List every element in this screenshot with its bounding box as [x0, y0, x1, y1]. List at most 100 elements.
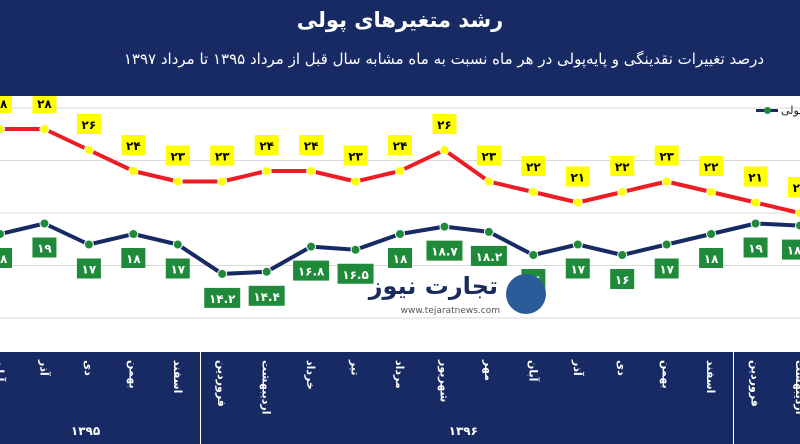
base-money-label-box — [248, 285, 285, 306]
liquidity-point — [172, 176, 183, 187]
x-tick-label: اردیبهشت — [259, 360, 273, 415]
liquidity-label-box — [388, 135, 412, 155]
line-chart: ۲۸ ۲۸ ۲۶ ۲۴ ۲۳ ۲۳ ۲۴ ۲۴ ۲۳ ۲۴ ۲۶ ۲۳ ۲۲ ۲۱ ۲۲ ۲۳ ۲۲ ۲۱ ۲۰ ۱۸… — [0, 96, 800, 319]
liquidity-data-label: ۲۴ — [259, 139, 274, 153]
base-money-point — [706, 229, 717, 239]
liquidity-label-box — [254, 135, 279, 155]
x-axis-band: آبان آذر دی بهمن اسفند ۱۳۹۵ فروردین اردیبهشت خرد… — [0, 352, 800, 444]
liquidity-label-box — [0, 96, 12, 113]
liquidity-label-box — [699, 156, 724, 176]
liquidity-point — [795, 208, 800, 218]
liquidity-data-label: ۲۶ — [437, 118, 452, 132]
liquidity-point — [439, 145, 450, 155]
x-tick-label: آذر — [570, 360, 584, 376]
liquidity-data-label: ۲۳ — [348, 150, 363, 164]
base-money-point — [217, 268, 228, 279]
base-money-data-label: ۱۴.۲ — [209, 292, 236, 306]
x-tick-label: اسفند — [170, 360, 184, 394]
liquidity-data-label: ۲۱ — [748, 171, 763, 185]
base-money-label-box — [426, 240, 463, 261]
base-money-data-label: ۱۸ — [704, 252, 719, 266]
liquidity-label-box — [165, 145, 190, 166]
liquidity-data-label: ۲۶ — [82, 118, 97, 132]
liquidity-label-box — [565, 166, 590, 187]
base-money-label-box — [388, 248, 412, 268]
liquidity-point — [261, 166, 272, 176]
base-money-data-label: ۱۶.۵ — [342, 268, 369, 282]
liquidity-label-box — [654, 145, 679, 166]
base-money-point — [306, 241, 317, 252]
base-money-data-label: ۱۷ — [570, 263, 585, 277]
base-money-point — [661, 239, 672, 250]
chart-header: رشد متغیرهای پولی درصد تغییرات نقدینگی و… — [0, 0, 800, 96]
x-tick-label: فروردین — [215, 360, 229, 407]
liquidity-point — [39, 124, 50, 134]
year-label: ۱۳۹۵ — [70, 424, 101, 438]
liquidity-label-box — [32, 96, 57, 113]
base-money-point — [128, 229, 139, 239]
base-money-label-box — [699, 248, 724, 268]
base-money-label-box — [121, 248, 146, 268]
base-money-data-label: ۱۸ — [0, 252, 8, 266]
base-money-data-label: ۱۸.۸ — [787, 244, 800, 258]
x-tick-label: فروردین — [748, 360, 762, 407]
liquidity-data-label: ۲۳ — [482, 150, 497, 164]
chart-subtitle: درصد تغییرات نقدینگی و پایه‌پولی در هر م… — [123, 50, 764, 68]
liquidity-point — [217, 176, 228, 187]
base-money-data-label: ۱۸ — [393, 252, 408, 266]
year-label: ۱۳۹۶ — [448, 424, 478, 438]
legend: پولی — [756, 104, 800, 117]
base-money-point — [439, 221, 450, 232]
liquidity-data-label: ۲۳ — [659, 150, 674, 164]
base-money-point — [261, 266, 272, 277]
base-money-point — [83, 239, 94, 250]
liquidity-data-label: ۲۲ — [615, 160, 630, 174]
liquidity-label-box — [432, 114, 457, 134]
liquidity-label-box — [521, 156, 546, 176]
legend-label: پولی — [781, 104, 800, 117]
base-money-label-box — [654, 258, 679, 279]
base-money-data-label: ۱۸ — [126, 252, 141, 266]
x-tick-label: دی — [81, 360, 95, 376]
base-money-data-label: ۱۴.۴ — [253, 290, 280, 304]
base-money-data-label: ۱۹ — [37, 242, 52, 256]
watermark-url: www.tejaratnews.com — [400, 306, 500, 316]
base-money-point — [39, 218, 50, 229]
base-money-point — [528, 250, 539, 260]
chart-title: رشد متغیرهای پولی — [296, 8, 504, 32]
base-money-point — [395, 229, 405, 239]
base-money-label-box — [76, 258, 101, 279]
x-tick-label: بهمن — [659, 360, 673, 389]
base-money-label-box — [337, 263, 374, 284]
base-money-label-box — [782, 239, 800, 260]
liquidity-point — [750, 197, 761, 208]
base-money-label-box — [165, 258, 190, 279]
liquidity-data-label: ۲۴ — [304, 139, 319, 153]
x-tick-label: خرداد — [304, 360, 318, 390]
base-money-label-box — [610, 269, 635, 289]
base-money-point — [483, 226, 494, 237]
base-money-data-label: ۱۹ — [748, 242, 763, 256]
x-tick-label: اردیبهشت — [793, 360, 800, 415]
liquidity-data-label: ۲۳ — [170, 150, 185, 164]
liquidity-data-label: ۲۴ — [126, 139, 141, 153]
base-money-label-box — [293, 260, 330, 281]
base-money-point — [750, 218, 761, 229]
base-money-point — [617, 250, 628, 260]
plot-area: ۲۸ ۲۸ ۲۶ ۲۴ ۲۳ ۲۳ ۲۴ ۲۴ ۲۳ ۲۴ ۲۶ ۲۳ ۲۲ ۲۱ ۲۲ ۲۳ ۲۲ ۲۱ ۲۰ ۱۸… — [0, 96, 800, 352]
x-tick-label: بهمن — [126, 360, 140, 389]
liquidity-point — [306, 166, 317, 176]
base-money-label-box — [0, 248, 12, 268]
x-tick-label: اسفند — [704, 360, 718, 394]
base-money-point — [795, 220, 800, 231]
base-money-label-box — [204, 287, 241, 308]
logo-icon — [506, 274, 546, 314]
liquidity-point — [0, 124, 5, 134]
base-money-label-box — [565, 258, 590, 279]
base-money-point — [0, 229, 5, 239]
liquidity-point — [572, 197, 583, 208]
liquidity-data-label: ۲۸ — [37, 97, 52, 111]
liquidity-data-label: ۲۴ — [393, 139, 408, 153]
liquidity-label-box — [610, 156, 635, 176]
base-money-data-label: ۱۸.۷ — [431, 245, 458, 259]
